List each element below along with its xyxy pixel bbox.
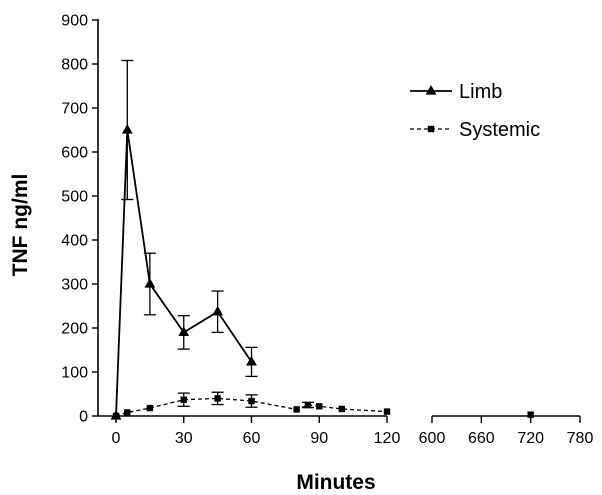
y-tick-label: 900 [61,13,88,30]
x-tick-label: 30 [175,430,193,447]
legend-marker [427,125,435,133]
y-tick-label: 600 [61,145,88,162]
series-limb [110,59,258,420]
x-tick-label: 720 [517,430,544,447]
data-point [214,395,221,402]
data-point [144,278,156,288]
y-tick-label: 100 [61,365,88,382]
x-tick-label: 660 [468,430,495,447]
x-tick-label: 60 [243,430,261,447]
x-tick-label: 0 [112,430,121,447]
legend: Limb Systemic [410,81,540,141]
data-point [304,401,312,409]
x-tick-label: 90 [310,430,328,447]
data-point [146,404,154,412]
data-point [316,403,323,410]
tick-labels: 0 100 200 300 400 500 600 700 800 900 0 30 60 90 120 60… [61,13,593,448]
y-axis-title: TNF ng/ml [9,174,32,277]
y-tick-label: 0 [79,409,88,426]
data-point [178,326,190,336]
y-tick-label: 400 [61,233,88,250]
series-line [115,129,253,417]
series-group [110,59,534,420]
data-point [246,355,257,366]
legend-marker [425,85,437,95]
legend-item-systemic: Systemic [410,119,540,141]
y-tick-label: 700 [61,101,88,118]
y-tick-label: 200 [61,321,88,338]
data-point [180,396,187,403]
data-point [338,405,346,413]
data-point [212,305,224,316]
y-tick-label: 500 [61,189,88,206]
x-tick-label: 600 [419,430,446,447]
data-point [383,408,391,415]
data-point [124,409,131,416]
legend-item-limb: Limb [410,81,502,103]
y-tick-label: 800 [61,57,88,74]
x-tick-label: 780 [567,430,594,447]
series-systemic [112,391,534,420]
x-tick-label: 120 [374,430,401,447]
data-point [112,412,120,420]
data-point [248,397,255,405]
axes [92,19,581,423]
x-axis-title: Minutes [296,471,375,494]
data-point [121,124,133,134]
legend-label: Systemic [459,119,540,141]
data-point [527,411,534,418]
legend-label: Limb [459,81,502,103]
y-tick-label: 300 [61,277,88,294]
data-point [293,406,300,413]
